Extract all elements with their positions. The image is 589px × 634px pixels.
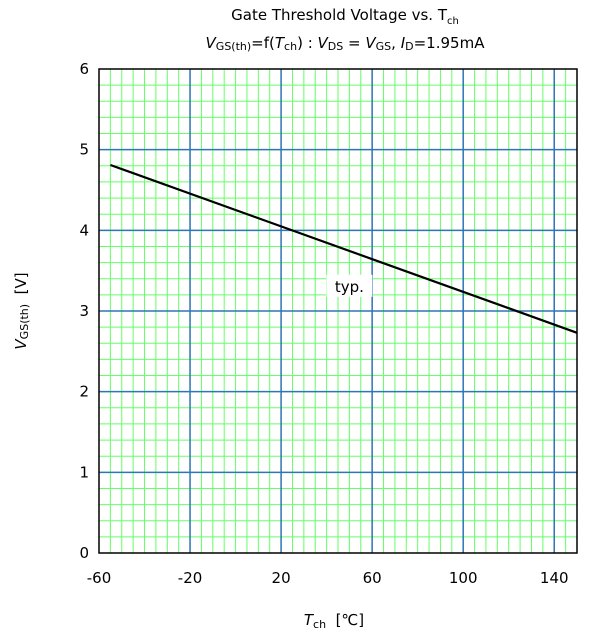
major-grid — [99, 69, 577, 553]
x-tick-label: 60 — [363, 569, 382, 587]
y-tick-label: 2 — [79, 383, 89, 401]
chart-subtitle: VGS(th)=f(Tch) : VDS = VGS, ID=1.95mA — [206, 34, 486, 53]
y-tick-label: 1 — [79, 463, 89, 481]
x-axis-label: Tch [℃] — [304, 611, 364, 631]
plot-frame — [98, 68, 578, 554]
annotation-typ: typ. — [335, 278, 364, 296]
x-tick-label: 20 — [272, 569, 291, 587]
y-axis-label: VGS(th) [V] — [12, 272, 31, 349]
x-tick-label: -60 — [87, 569, 112, 587]
x-tick-label: -20 — [178, 569, 203, 587]
annotation-background — [326, 274, 373, 297]
x-tick-labels: -60 -20 20 60 100 140 — [87, 569, 569, 587]
x-tick-label: 140 — [540, 569, 569, 587]
chart-title: Gate Threshold Voltage vs. Tch — [231, 6, 459, 27]
x-tick-label: 100 — [449, 569, 478, 587]
y-tick-label: 0 — [79, 544, 89, 562]
y-tick-label: 6 — [79, 60, 89, 78]
series-layer — [110, 163, 578, 334]
y-tick-label: 3 — [79, 302, 89, 320]
y-tick-label: 5 — [79, 141, 89, 159]
y-tick-labels: 0 1 2 3 4 5 6 — [79, 60, 89, 562]
series-line-typ — [110, 163, 578, 334]
y-tick-label: 4 — [79, 221, 89, 239]
